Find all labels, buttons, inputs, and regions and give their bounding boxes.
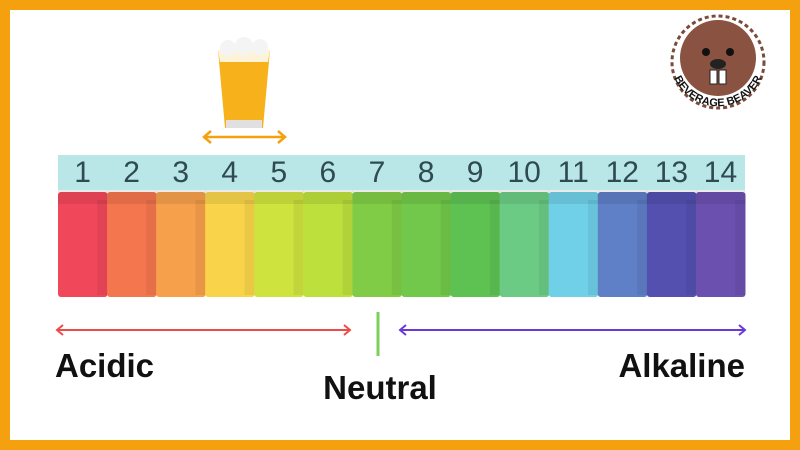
ph-column-top: [205, 190, 255, 204]
ph-number: 6: [320, 156, 337, 189]
ph-column: [548, 192, 599, 297]
ph-column-top: [401, 190, 452, 204]
ph-column: [401, 192, 452, 297]
ph-column: [156, 192, 206, 297]
ph-column-top: [107, 190, 157, 204]
ph-column-shade: [244, 200, 255, 295]
ph-column-top: [156, 190, 206, 204]
ph-number: 3: [172, 156, 189, 189]
ph-column-top: [58, 190, 108, 204]
ph-column-shade: [735, 200, 745, 295]
ph-column-shade: [342, 200, 353, 295]
ph-column-top: [254, 190, 304, 204]
ph-column: [58, 192, 108, 297]
ph-column: [695, 192, 746, 297]
ph-number: 1: [74, 156, 91, 189]
logo: BEVERAGE BEAVER: [670, 14, 766, 110]
ph-column-top: [352, 190, 402, 204]
ph-column: [205, 192, 255, 297]
juice-glass: [218, 37, 270, 128]
neutral-label: Neutral: [323, 369, 437, 406]
ph-column-shade: [146, 200, 157, 295]
ph-number: 10: [507, 156, 540, 189]
glass-arrow: [202, 130, 287, 144]
acidic-arrow: [55, 324, 352, 336]
ph-column: [352, 192, 402, 297]
ph-number: 2: [123, 156, 140, 189]
ph-column-top: [450, 190, 501, 204]
ph-column-shade: [538, 200, 549, 295]
ph-number: 7: [369, 156, 386, 189]
ph-column-top: [597, 190, 648, 204]
ph-number: 13: [655, 156, 688, 189]
ph-number: 8: [418, 156, 435, 189]
number-band: [58, 155, 745, 190]
ph-column: [597, 192, 648, 297]
ph-column: [254, 192, 304, 297]
acidic-label: Acidic: [55, 347, 154, 384]
ph-column: [303, 192, 353, 297]
ph-column-shade: [293, 200, 304, 295]
ph-number: 14: [704, 156, 737, 189]
ph-column-shade: [440, 200, 451, 295]
alkaline-arrow: [398, 324, 747, 336]
ph-column: [450, 192, 501, 297]
alkaline-label: Alkaline: [618, 347, 745, 384]
ph-column-shade: [391, 200, 402, 295]
ph-column-shade: [97, 200, 108, 295]
ph-column-shade: [195, 200, 206, 295]
ph-number: 9: [467, 156, 484, 189]
ph-column-top: [695, 190, 746, 204]
ph-column-top: [548, 190, 599, 204]
ph-number: 11: [558, 156, 589, 189]
ph-column-top: [646, 190, 697, 204]
ph-number: 5: [270, 156, 287, 189]
ph-column: [107, 192, 157, 297]
ph-column-shade: [489, 200, 500, 295]
ph-column: [499, 192, 550, 297]
ph-column-top: [303, 190, 353, 204]
ph-column-shade: [686, 200, 696, 295]
ph-number: 4: [221, 156, 238, 189]
ph-column: [646, 192, 697, 297]
ph-column-shade: [587, 200, 598, 295]
ph-column-top: [499, 190, 550, 204]
ph-column-shade: [637, 200, 647, 295]
ph-number: 12: [606, 156, 639, 189]
